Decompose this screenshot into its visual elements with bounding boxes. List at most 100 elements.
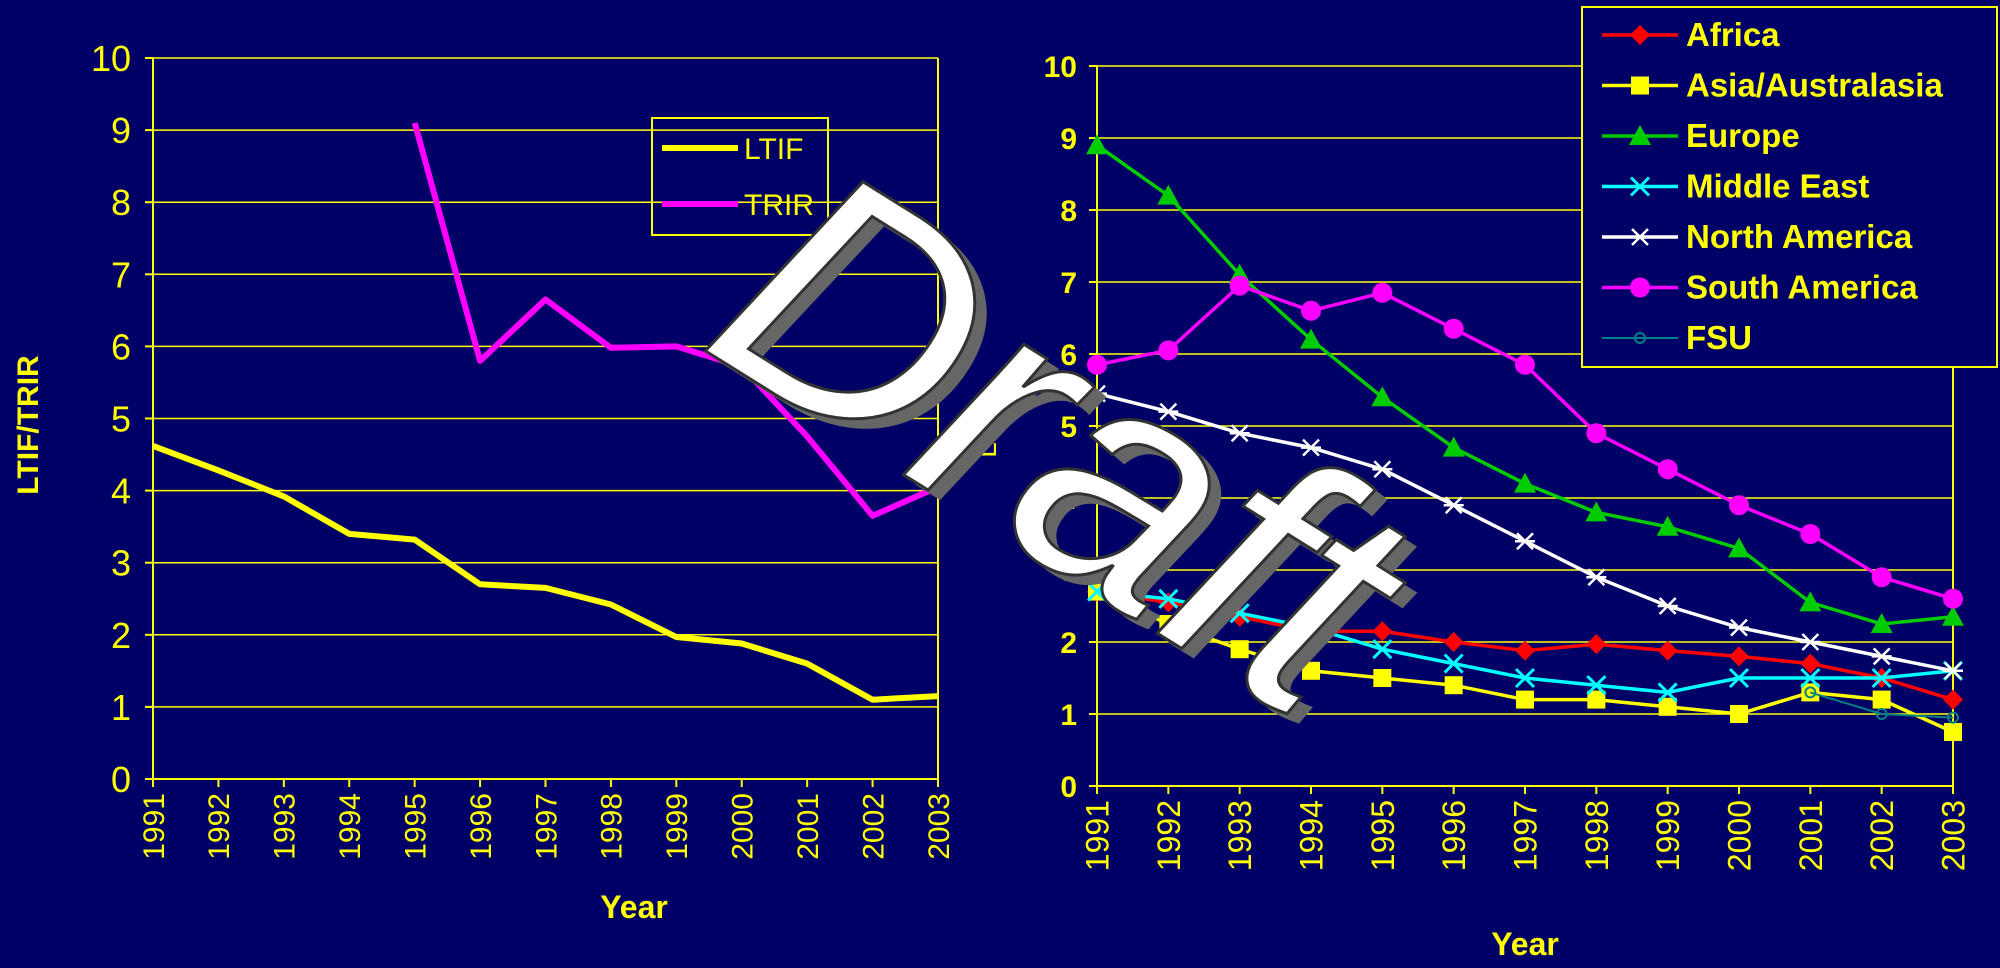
data-point-europe: [1371, 386, 1394, 407]
y-tick-label: 5: [1060, 411, 1077, 444]
x-tick-label: 1999: [1650, 800, 1686, 871]
data-point-fsu: [1875, 708, 1888, 720]
legend-marker-africa: [1630, 25, 1650, 45]
data-point-europe: [1442, 436, 1465, 457]
x-tick-label: 1995: [1365, 800, 1401, 871]
data-point-asia-australasia: [1658, 697, 1677, 716]
data-point-middle-east: [1229, 603, 1250, 624]
series-fsu: [1804, 686, 1959, 724]
data-point-north-america: [1301, 438, 1321, 457]
data-point-africa: [1515, 640, 1535, 661]
data-point-middle-east: [1800, 667, 1821, 689]
data-point-north-america: [1729, 618, 1749, 637]
legend-marker-asia-australasia: [1631, 76, 1649, 95]
data-point-north-america: [1586, 568, 1607, 587]
data-point-asia-australasia: [1944, 723, 1962, 741]
data-point-middle-east: [1158, 588, 1179, 609]
data-point-middle-east: [1657, 682, 1678, 703]
y-tick-label: 0: [1060, 771, 1077, 804]
x-tick-label: 1993: [1222, 800, 1258, 871]
data-point-south-america: [1657, 459, 1678, 480]
y-tick-label: 4: [1060, 483, 1077, 516]
x-tick-label: 1995: [399, 793, 432, 860]
data-point-middle-east: [1586, 675, 1607, 696]
data-point-north-america: [1443, 496, 1464, 515]
data-point-asia-australasia: [1516, 690, 1534, 709]
x-axis-title: Year: [600, 889, 668, 925]
x-tick-label: 2003: [1936, 800, 1972, 871]
data-point-asia-australasia: [1872, 690, 1891, 709]
data-point-middle-east: [1728, 667, 1750, 689]
series-north-america: [1087, 384, 1963, 680]
series-south-america: [1087, 275, 1963, 609]
data-point-europe: [1086, 134, 1108, 155]
y-tick-label: 10: [91, 38, 131, 79]
data-point-asia-australasia: [1159, 615, 1178, 633]
legend-label-africa: Africa: [1686, 16, 1780, 53]
data-point-south-america: [1087, 354, 1107, 375]
data-point-middle-east: [1514, 667, 1536, 689]
data-point-europe: [1656, 515, 1679, 536]
y-tick-label: 1: [1060, 699, 1077, 732]
y-tick-label: 4: [111, 471, 131, 512]
x-tick-label: 2002: [857, 793, 890, 860]
data-point-north-america: [1515, 532, 1535, 551]
y-tick-label: 1: [111, 687, 131, 728]
legend-label-south-america: South America: [1686, 269, 1918, 306]
legend-marker-north-america: [1630, 228, 1650, 246]
y-tick-label: 6: [111, 326, 131, 367]
data-point-middle-east: [1086, 581, 1108, 602]
regional-ltif-chart: 0 1 2 3 4 5 6 7 8 9 10 1991 1992 1993 1994 1995 1996 1997…: [971, 6, 1998, 962]
y-tick-label: 8: [1060, 195, 1077, 228]
x-tick-label: 1993: [269, 793, 302, 860]
y-tick-label: 0: [111, 759, 131, 800]
data-point-south-america: [1301, 300, 1321, 321]
series-line-trir: [411, 122, 940, 519]
x-tick-label: 1997: [530, 793, 563, 860]
y-axis-title: LTIF/TRIR: [12, 355, 45, 495]
y-tick-label: 2: [1060, 627, 1077, 660]
x-tick-label: 1998: [1579, 800, 1615, 871]
data-point-europe: [1870, 613, 1893, 633]
legend-label-asia-australasia: Asia/Australasia: [1686, 67, 1943, 104]
legend-marker-fsu: [1634, 332, 1646, 344]
legend-marker-south-america: [1630, 277, 1650, 298]
data-point-africa: [1586, 634, 1607, 655]
y-axis-title: LTIF: [971, 402, 1002, 457]
data-point-south-america: [1586, 423, 1607, 444]
x-tick-label: 1992: [1151, 800, 1187, 871]
data-point-africa: [1800, 653, 1821, 674]
data-point-north-america: [1087, 384, 1107, 403]
legend-label-ltif: LTIF: [744, 133, 803, 166]
data-point-asia-australasia: [1730, 705, 1748, 723]
data-point-south-america: [1800, 524, 1821, 544]
y-tick-label: 9: [1060, 123, 1077, 156]
data-point-north-america: [1372, 460, 1393, 479]
legend-label-north-america: North America: [1686, 218, 1913, 255]
data-point-africa: [1729, 646, 1749, 667]
data-point-south-america: [1515, 354, 1535, 375]
data-point-europe: [1514, 472, 1536, 493]
data-point-north-america: [1229, 424, 1250, 443]
legend-marker-europe: [1629, 125, 1651, 145]
y-tick-label: 6: [1060, 339, 1077, 372]
x-tick-label: 2000: [727, 793, 760, 860]
data-point-north-america: [1158, 402, 1179, 421]
data-point-fsu: [1947, 711, 1959, 724]
data-point-europe: [1585, 501, 1608, 522]
data-point-asia-australasia: [1230, 640, 1249, 659]
x-tick-label: 1994: [334, 793, 367, 860]
data-point-middle-east: [1300, 617, 1322, 638]
data-point-africa: [1943, 689, 1963, 710]
data-point-africa: [1443, 632, 1464, 652]
data-point-north-america: [1800, 633, 1821, 651]
series-middle-east: [1086, 581, 1964, 703]
series-europe: [1086, 134, 1964, 633]
y-tick-label: 10: [1044, 51, 1077, 84]
data-point-fsu: [1804, 686, 1817, 699]
data-point-europe: [1157, 184, 1180, 205]
data-point-europe: [1300, 328, 1322, 349]
data-point-asia-australasia: [1302, 661, 1320, 680]
legend-label-trir: TRIR: [744, 189, 814, 222]
